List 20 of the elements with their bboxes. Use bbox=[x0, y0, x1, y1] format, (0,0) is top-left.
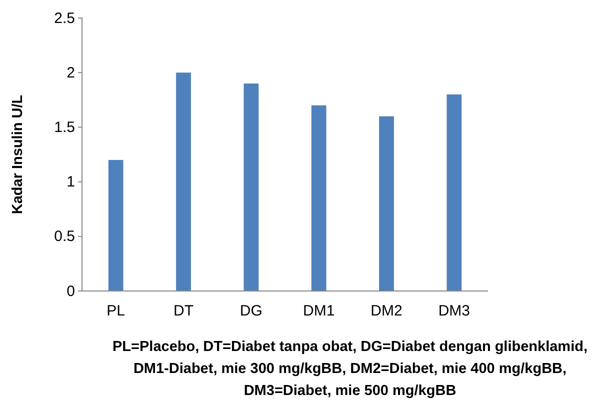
y-tick-label: 1 bbox=[66, 174, 75, 191]
bar bbox=[176, 72, 191, 291]
x-tick-label: DT bbox=[174, 302, 194, 320]
x-tick-label: DM2 bbox=[370, 302, 402, 320]
y-tick-label: 1.5 bbox=[54, 119, 75, 136]
y-tick-label: 2 bbox=[66, 64, 75, 82]
y-tick-label: 0 bbox=[66, 282, 75, 300]
bar bbox=[244, 84, 259, 291]
x-tick-label: DM1 bbox=[302, 302, 335, 320]
bar bbox=[311, 105, 326, 291]
x-tick-label: PL bbox=[106, 302, 126, 320]
y-axis-title: Kadar Insulin U/L bbox=[10, 94, 26, 214]
x-tick-label: DM3 bbox=[438, 302, 470, 320]
bar bbox=[108, 160, 124, 291]
text: PL=Placebo, DT=Diabet tanpa obat, DG=Diabet dengan glibenklamid, DM1-Diabet, mie 300 mg/kgBB, DM2=Diabet, mie 400 mg/kgBB, DM3=Diabet, mie 500 mg/kgBB bbox=[112, 338, 588, 401]
bar bbox=[379, 116, 394, 291]
y-tick-label: 2.5 bbox=[54, 10, 75, 27]
y-tick-label: 0.5 bbox=[54, 228, 75, 246]
x-tick-label: DG bbox=[240, 302, 262, 320]
bar bbox=[446, 94, 462, 291]
